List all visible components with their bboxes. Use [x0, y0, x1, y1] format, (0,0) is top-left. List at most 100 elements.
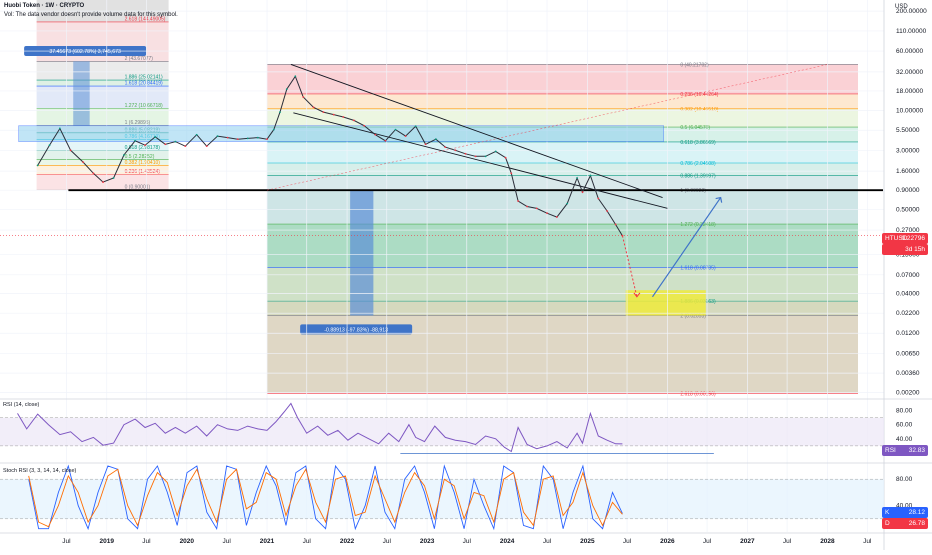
price-badge: HTUSD 0.22796: [882, 233, 928, 244]
time-tick-label: 2021: [260, 538, 275, 545]
stoch-d-badge: D 26.78: [882, 518, 928, 529]
price-tick-label: 0.02200: [896, 310, 920, 317]
fib-left-zone: [36, 80, 169, 87]
price-tick-label: 32.00000: [896, 69, 923, 76]
measure-down-label: -0.88913 (-97.83%) -88,913: [324, 327, 388, 333]
price-tick-label: 200.00000: [896, 8, 927, 15]
price-point: [226, 136, 229, 139]
price-point: [589, 174, 592, 177]
time-tick-label: Jul: [543, 538, 552, 545]
price-tick-label: 0.00650: [896, 351, 920, 358]
projection-arrowhead-down: [633, 292, 641, 298]
price-badge-symbol: HTUSD: [885, 235, 908, 242]
fib-right-level-label: 0.382 (10.49510): [680, 107, 718, 113]
fib-left-level-label: 1.272 (10.66718): [125, 103, 163, 109]
trendline-lower: [293, 112, 668, 209]
measure-up-box: [73, 61, 90, 126]
price-point: [434, 138, 437, 141]
time-tick-label: Jul: [623, 538, 632, 545]
fib-right-level-label: 0.618 (3.86569): [680, 140, 716, 146]
price-point: [363, 124, 366, 127]
price-point: [195, 133, 198, 136]
rsi-band: [0, 417, 884, 446]
stoch-k-line: [28, 464, 623, 531]
price-point: [272, 128, 275, 131]
price-point: [82, 161, 84, 164]
stoch-d-value: 26.78: [908, 520, 925, 527]
price-point: [312, 106, 315, 109]
time-tick-label: Jul: [142, 538, 151, 545]
stoch-k-badge: K 28.12: [882, 507, 928, 518]
stoch-d-label: D: [885, 520, 890, 527]
time-tick-label: Jul: [463, 538, 472, 545]
price-point: [464, 152, 467, 155]
price-tick-label: 3.00000: [896, 147, 920, 154]
fib-right-zone: [267, 162, 859, 176]
fib-left-zone: [36, 159, 169, 166]
time-tick-label: Jul: [863, 538, 872, 545]
price-point: [614, 223, 617, 226]
price-point: [36, 164, 39, 167]
price-point: [474, 155, 477, 158]
price-point: [484, 155, 487, 158]
time-tick-label: Jul: [223, 538, 232, 545]
price-point: [454, 149, 457, 152]
price-point: [164, 143, 167, 146]
fib-left-level-label: 1.618 (20.84419): [125, 81, 163, 87]
rsi-badge-value: 32.83: [908, 447, 925, 454]
price-point: [384, 139, 387, 142]
stoch-title: Stoch RSI (3, 3, 14, 14, close): [3, 468, 77, 474]
fib-right-level-label: 1.272 (0.32418): [680, 222, 716, 228]
fib-left-zone: [36, 139, 169, 151]
rsi-tick-label: 40.00: [896, 436, 913, 443]
price-line: [37, 75, 623, 236]
projection-arrow-down: [621, 235, 638, 297]
stoch-k-label: K: [885, 509, 890, 516]
price-point: [216, 135, 219, 138]
price-point: [526, 205, 528, 208]
fib-right-level-label: 0.886 (1.39997): [680, 174, 716, 180]
fib-left-zone: [36, 150, 169, 160]
price-badge-countdown: 3d 15h: [882, 244, 928, 255]
fib-right-zone: [267, 175, 859, 191]
price-point: [256, 136, 259, 139]
fib-left-zone: [36, 165, 169, 175]
price-point: [184, 145, 187, 148]
fib-left-zone: [36, 108, 169, 126]
price-point: [424, 143, 427, 146]
fib-right-level-label: 2.618 (0.00196): [680, 391, 716, 397]
fib-right-level-label: 0 (40.21702): [680, 62, 709, 68]
stoch-band: [0, 479, 884, 519]
price-point: [535, 207, 538, 210]
fib-right-level-label: 0.236 (16.44264): [680, 92, 718, 98]
fib-right-level-label: 1 (0.90022): [680, 188, 706, 194]
time-tick-label: 2024: [500, 538, 515, 545]
price-point: [510, 172, 513, 175]
price-point: [606, 210, 608, 212]
fib-right-level-label: 1.618 (0.08735): [680, 265, 716, 271]
fib-left-level-label: 2.618 (144.49005): [125, 16, 166, 22]
rsi-badge: RSI 32.83: [882, 445, 928, 456]
price-point: [394, 128, 397, 131]
price-point: [285, 88, 288, 91]
price-tick-label: 110.00000: [896, 28, 927, 35]
target-zone: [625, 290, 706, 316]
fib-left-level-label: 1.886 (25.02141): [125, 75, 163, 81]
time-tick-label: 2027: [740, 538, 755, 545]
resistance-band: [18, 125, 665, 142]
price-tick-label: 0.04000: [896, 290, 920, 297]
time-tick-label: Jul: [303, 538, 312, 545]
fib-right-zone: [267, 108, 859, 128]
price-point: [302, 96, 305, 98]
price-point: [246, 137, 249, 140]
time-tick-label: 2026: [660, 538, 675, 545]
fib-left-level-label: 0.5 (2.28252): [125, 154, 155, 160]
fib-left-zone: [36, 61, 169, 81]
time-tick-label: 2020: [180, 538, 195, 545]
price-point: [332, 113, 335, 116]
price-point: [236, 138, 239, 141]
stoch-tick-label: 80.00: [896, 476, 913, 483]
price-point: [112, 177, 115, 179]
